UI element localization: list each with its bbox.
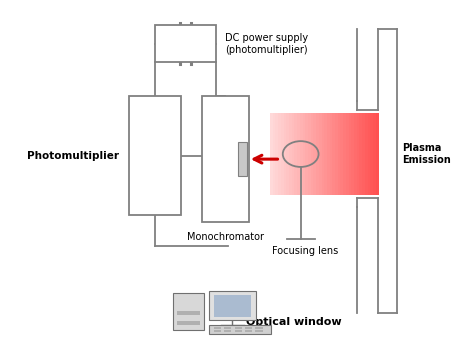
- Bar: [245, 327, 252, 329]
- Bar: [292, 113, 295, 195]
- Bar: [308, 113, 311, 195]
- Bar: [281, 113, 284, 195]
- Bar: [245, 330, 252, 332]
- Bar: [210, 325, 271, 334]
- Bar: [213, 295, 251, 317]
- Bar: [335, 113, 338, 195]
- Text: Monochromator: Monochromator: [187, 232, 264, 242]
- Bar: [129, 96, 181, 215]
- Text: Focusing lens: Focusing lens: [272, 246, 338, 255]
- Bar: [224, 327, 231, 329]
- Bar: [202, 96, 249, 222]
- Text: DC power supply
(photomultiplier): DC power supply (photomultiplier): [225, 33, 309, 55]
- Bar: [359, 113, 363, 195]
- Bar: [235, 330, 242, 332]
- Bar: [278, 113, 282, 195]
- Bar: [367, 113, 371, 195]
- Text: Plasma
Emission: Plasma Emission: [402, 143, 451, 165]
- Bar: [155, 25, 216, 63]
- Bar: [324, 113, 328, 195]
- Bar: [338, 113, 341, 195]
- Bar: [300, 113, 303, 195]
- Bar: [354, 113, 357, 195]
- Bar: [214, 330, 221, 332]
- Bar: [224, 330, 231, 332]
- Bar: [343, 113, 346, 195]
- Bar: [373, 113, 376, 195]
- Bar: [346, 113, 349, 195]
- Bar: [289, 113, 292, 195]
- Bar: [329, 113, 333, 195]
- Bar: [305, 113, 309, 195]
- Bar: [357, 113, 360, 195]
- Bar: [283, 113, 287, 195]
- Bar: [348, 113, 352, 195]
- Bar: [177, 321, 201, 325]
- Bar: [177, 311, 201, 315]
- Bar: [238, 142, 246, 176]
- Bar: [275, 113, 279, 195]
- Bar: [362, 113, 365, 195]
- Bar: [327, 113, 330, 195]
- Bar: [255, 327, 263, 329]
- Bar: [340, 113, 344, 195]
- Bar: [332, 113, 336, 195]
- Bar: [235, 327, 242, 329]
- Bar: [273, 113, 276, 195]
- Bar: [270, 113, 273, 195]
- Bar: [297, 113, 301, 195]
- Bar: [255, 330, 263, 332]
- Bar: [365, 113, 368, 195]
- Bar: [209, 291, 256, 320]
- Bar: [321, 113, 325, 195]
- Bar: [316, 113, 319, 195]
- Bar: [313, 113, 317, 195]
- Text: Optical window: Optical window: [246, 317, 341, 327]
- Bar: [319, 113, 322, 195]
- Text: Photomultiplier: Photomultiplier: [27, 151, 119, 161]
- Bar: [376, 113, 379, 195]
- Bar: [351, 113, 355, 195]
- Bar: [286, 113, 290, 195]
- Bar: [302, 113, 306, 195]
- Bar: [370, 113, 374, 195]
- Bar: [173, 293, 204, 330]
- Bar: [310, 113, 314, 195]
- Bar: [214, 327, 221, 329]
- Bar: [294, 113, 298, 195]
